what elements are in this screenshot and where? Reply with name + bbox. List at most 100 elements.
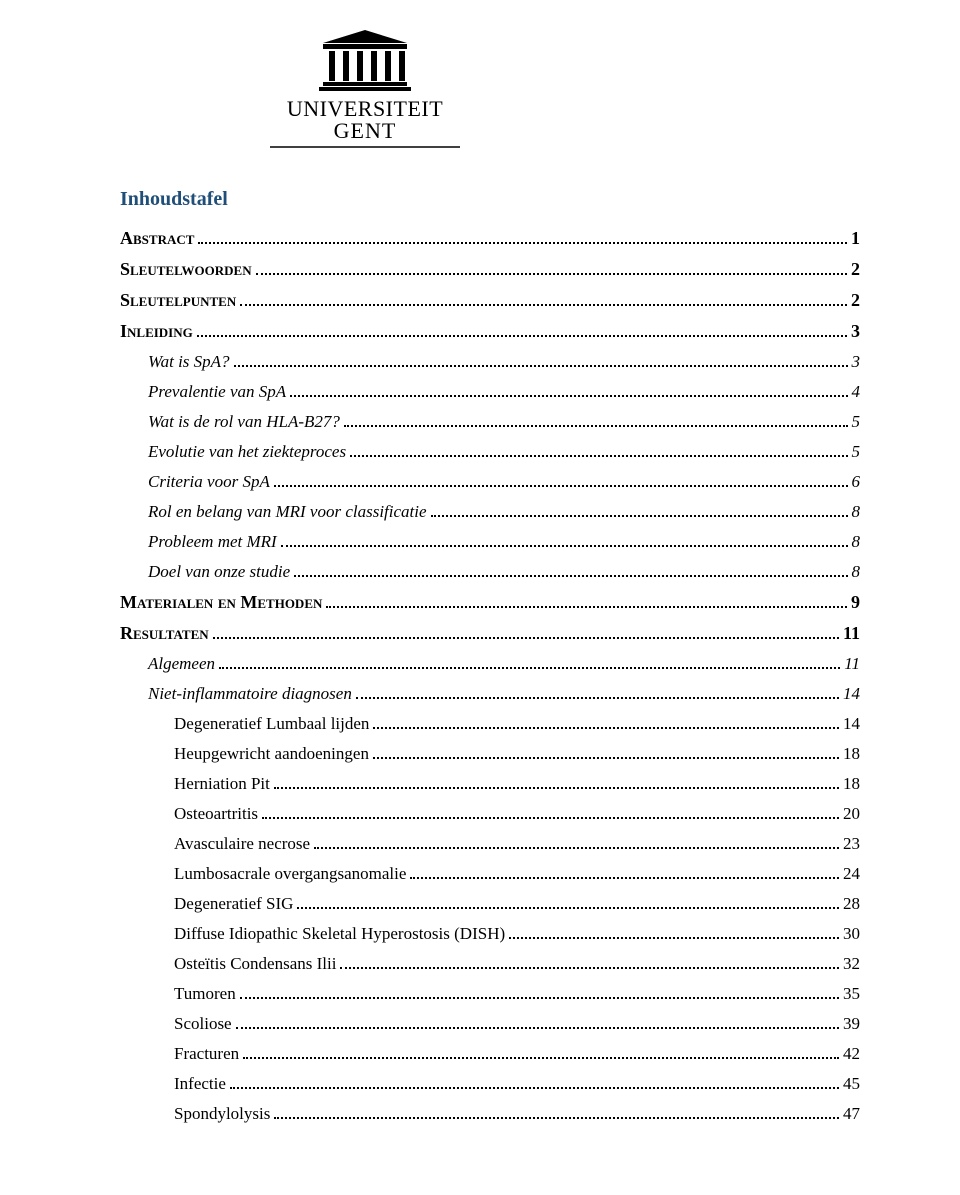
toc-entry: Abstract 1 xyxy=(120,229,860,247)
toc-leader-dots xyxy=(243,1057,839,1059)
logo-text-line1: UNIVERSITEIT xyxy=(287,98,443,120)
toc-entry-page: 8 xyxy=(850,533,861,550)
toc-leader-dots xyxy=(236,1027,839,1029)
toc-leader-dots xyxy=(373,757,839,759)
toc-entry-page: 30 xyxy=(841,925,860,942)
toc-entry-page: 5 xyxy=(850,413,861,430)
toc-leader-dots xyxy=(240,304,847,306)
toc-entry-label: Niet-inflammatoire diagnosen xyxy=(148,685,354,702)
toc-entry: Inleiding 3 xyxy=(120,322,860,340)
toc-entry-page: 42 xyxy=(841,1045,860,1062)
toc-entry-label: Lumbosacrale overgangsanomalie xyxy=(174,865,408,882)
toc-entry-page: 14 xyxy=(841,715,860,732)
toc-entry-label: Spondylolysis xyxy=(174,1105,272,1122)
toc-leader-dots xyxy=(373,727,839,729)
toc-leader-dots xyxy=(431,515,848,517)
toc-entry-label: Criteria voor SpA xyxy=(148,473,272,490)
toc-entry-label: Evolutie van het ziekteproces xyxy=(148,443,348,460)
university-logo: UNIVERSITEIT GENT xyxy=(270,30,460,148)
toc-entry-label: Infectie xyxy=(174,1075,228,1092)
toc-entry: Niet-inflammatoire diagnosen 14 xyxy=(148,685,860,702)
toc-entry-label: Abstract xyxy=(120,229,196,247)
toc-entry: Infectie 45 xyxy=(174,1075,860,1092)
toc-entry: Lumbosacrale overgangsanomalie 24 xyxy=(174,865,860,882)
toc-entry-label: Probleem met MRI xyxy=(148,533,279,550)
toc-leader-dots xyxy=(314,847,839,849)
toc-entry: Sleutelpunten 2 xyxy=(120,291,860,309)
toc-entry: Fracturen 42 xyxy=(174,1045,860,1062)
toc-entry: Wat is SpA? 3 xyxy=(148,353,860,370)
toc-entry: Prevalentie van SpA 4 xyxy=(148,383,860,400)
toc-leader-dots xyxy=(326,606,847,608)
toc-entry-page: 6 xyxy=(850,473,861,490)
toc-leader-dots xyxy=(356,697,839,699)
logo-underline xyxy=(270,146,460,148)
toc-entry-label: Wat is SpA? xyxy=(148,353,232,370)
toc-entry: Resultaten 11 xyxy=(120,624,860,642)
toc-entry-label: Algemeen xyxy=(148,655,217,672)
toc-entry-label: Doel van onze studie xyxy=(148,563,292,580)
toc-leader-dots xyxy=(350,455,847,457)
toc-entry-label: Avasculaire necrose xyxy=(174,835,312,852)
toc-entry-page: 11 xyxy=(842,655,860,672)
toc-entry: Scoliose 39 xyxy=(174,1015,860,1032)
toc-entry-page: 28 xyxy=(841,895,860,912)
toc-leader-dots xyxy=(344,425,848,427)
toc-entry-label: Herniation Pit xyxy=(174,775,272,792)
toc-leader-dots xyxy=(198,242,847,244)
toc-entry-label: Fracturen xyxy=(174,1045,241,1062)
toc-heading: Inhoudstafel xyxy=(120,188,860,211)
toc-entry-label: Scoliose xyxy=(174,1015,234,1032)
toc-leader-dots xyxy=(340,967,839,969)
toc-leader-dots xyxy=(290,395,847,397)
toc-entry-label: Wat is de rol van HLA-B27? xyxy=(148,413,342,430)
toc-leader-dots xyxy=(197,335,847,337)
toc-entry-page: 47 xyxy=(841,1105,860,1122)
toc-leader-dots xyxy=(213,637,839,639)
toc-leader-dots xyxy=(274,485,848,487)
toc-entry: Avasculaire necrose 23 xyxy=(174,835,860,852)
toc-entry-label: Rol en belang van MRI voor classificatie xyxy=(148,503,429,520)
toc-leader-dots xyxy=(410,877,839,879)
toc-entry: Algemeen 11 xyxy=(148,655,860,672)
toc-entry-page: 4 xyxy=(850,383,861,400)
toc-entry-page: 23 xyxy=(841,835,860,852)
toc-leader-dots xyxy=(294,575,847,577)
toc-entry-page: 20 xyxy=(841,805,860,822)
toc-leader-dots xyxy=(256,273,847,275)
toc-entry: Degeneratief SIG 28 xyxy=(174,895,860,912)
toc-entry-page: 2 xyxy=(849,260,860,278)
toc-entry: Doel van onze studie 8 xyxy=(148,563,860,580)
toc-leader-dots xyxy=(262,817,839,819)
toc-entry: Evolutie van het ziekteproces 5 xyxy=(148,443,860,460)
toc-entry-label: Resultaten xyxy=(120,624,211,642)
toc-entry-page: 45 xyxy=(841,1075,860,1092)
toc-entry-label: Tumoren xyxy=(174,985,238,1002)
toc-leader-dots xyxy=(509,937,839,939)
toc-entry: Spondylolysis 47 xyxy=(174,1105,860,1122)
toc-leader-dots xyxy=(274,787,839,789)
toc-entry-page: 8 xyxy=(850,503,861,520)
toc-entry-page: 8 xyxy=(850,563,861,580)
toc-entry: Probleem met MRI 8 xyxy=(148,533,860,550)
toc-leader-dots xyxy=(230,1087,839,1089)
toc-leader-dots xyxy=(297,907,839,909)
toc-entry-label: Heupgewricht aandoeningen xyxy=(174,745,371,762)
toc-entry-page: 3 xyxy=(849,322,860,340)
toc-entry: Herniation Pit 18 xyxy=(174,775,860,792)
toc-leader-dots xyxy=(281,545,848,547)
toc-entry-label: Inleiding xyxy=(120,322,195,340)
logo-text-line2: GENT xyxy=(287,120,443,142)
toc-entry: Degeneratief Lumbaal lijden 14 xyxy=(174,715,860,732)
toc-entry-page: 5 xyxy=(850,443,861,460)
toc-entry: Materialen en Methoden 9 xyxy=(120,593,860,611)
toc-entry-page: 18 xyxy=(841,745,860,762)
toc-entry-page: 32 xyxy=(841,955,860,972)
toc-entry-label: Osteoartritis xyxy=(174,805,260,822)
toc-entry: Tumoren 35 xyxy=(174,985,860,1002)
toc-entry: Osteoartritis 20 xyxy=(174,805,860,822)
toc-entry-label: Sleutelpunten xyxy=(120,291,238,309)
toc-entry-label: Diffuse Idiopathic Skeletal Hyperostosis… xyxy=(174,925,507,942)
toc-entry-page: 24 xyxy=(841,865,860,882)
toc-entry-page: 18 xyxy=(841,775,860,792)
